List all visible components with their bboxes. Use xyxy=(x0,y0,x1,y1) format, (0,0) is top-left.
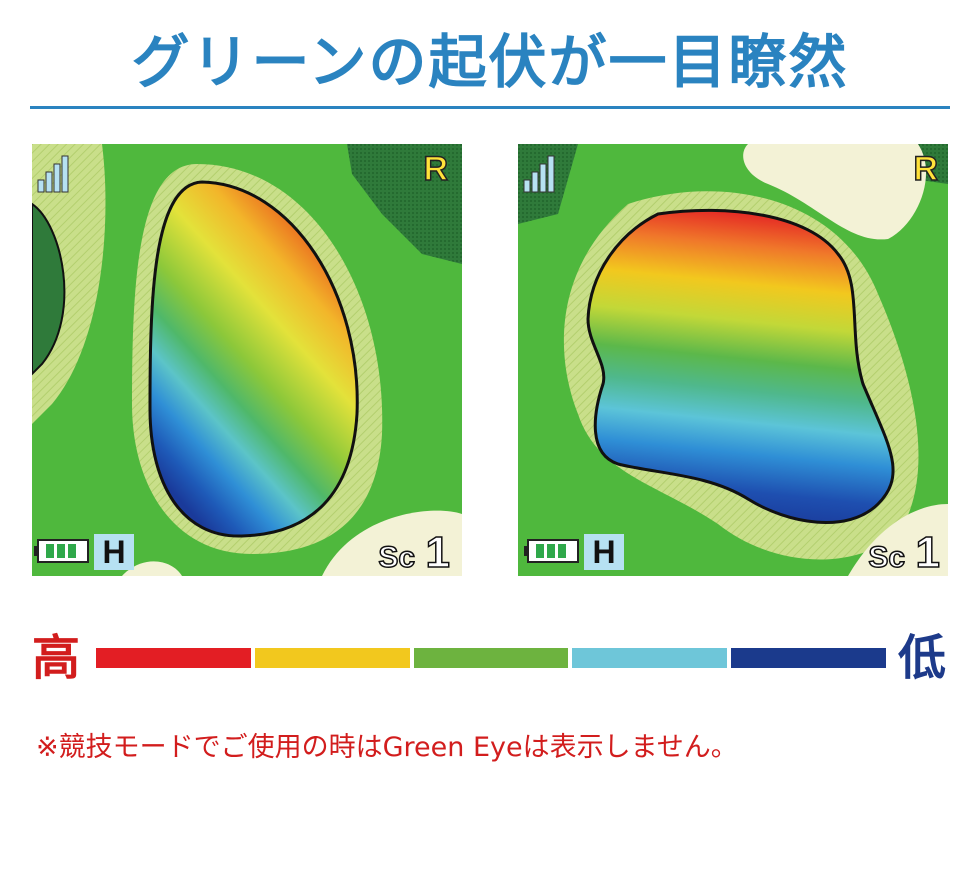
green-contour-right xyxy=(586,208,895,524)
score-display: Sc 1 xyxy=(868,527,941,576)
signal-icon xyxy=(37,155,69,193)
score-display: Sc 1 xyxy=(378,527,451,576)
legend-high-label: 高 xyxy=(32,630,81,686)
legend-segment-2 xyxy=(254,648,410,668)
mode-badge: H xyxy=(584,534,624,570)
wind-mark: R xyxy=(423,149,449,189)
score-value: 1 xyxy=(425,527,451,576)
rough-left xyxy=(32,202,66,376)
legend-segment-1 xyxy=(96,648,251,668)
bunker-bottom xyxy=(848,504,948,576)
legend-low-label: 低 xyxy=(898,630,947,686)
green-contour-left xyxy=(148,180,359,538)
footnote: ※競技モードでご使用の時はGreen Eyeは表示しません。 xyxy=(36,732,738,763)
title-divider xyxy=(30,106,950,109)
battery-icon xyxy=(34,539,89,563)
rough-dark-area xyxy=(347,144,462,264)
mode-badge: H xyxy=(94,534,134,570)
page-title: グリーンの起伏が一目瞭然 xyxy=(131,28,849,96)
score-label: Sc xyxy=(378,540,416,575)
wind-mark: R xyxy=(913,149,939,189)
legend-segment-4 xyxy=(572,648,728,668)
bunker-top xyxy=(743,144,927,240)
battery-icon xyxy=(524,539,579,563)
green-screen-left: R H Sc 1 xyxy=(32,144,462,576)
signal-icon xyxy=(523,155,555,193)
legend-segment-3 xyxy=(413,648,569,668)
score-label: Sc xyxy=(868,540,906,575)
green-screen-right: R H Sc 1 xyxy=(518,144,948,576)
legend-segment-5 xyxy=(731,648,886,668)
fringe-left xyxy=(32,144,106,424)
bunker-bottom xyxy=(322,510,462,576)
bunker-bottom-left xyxy=(122,561,182,576)
score-value: 1 xyxy=(915,527,941,576)
